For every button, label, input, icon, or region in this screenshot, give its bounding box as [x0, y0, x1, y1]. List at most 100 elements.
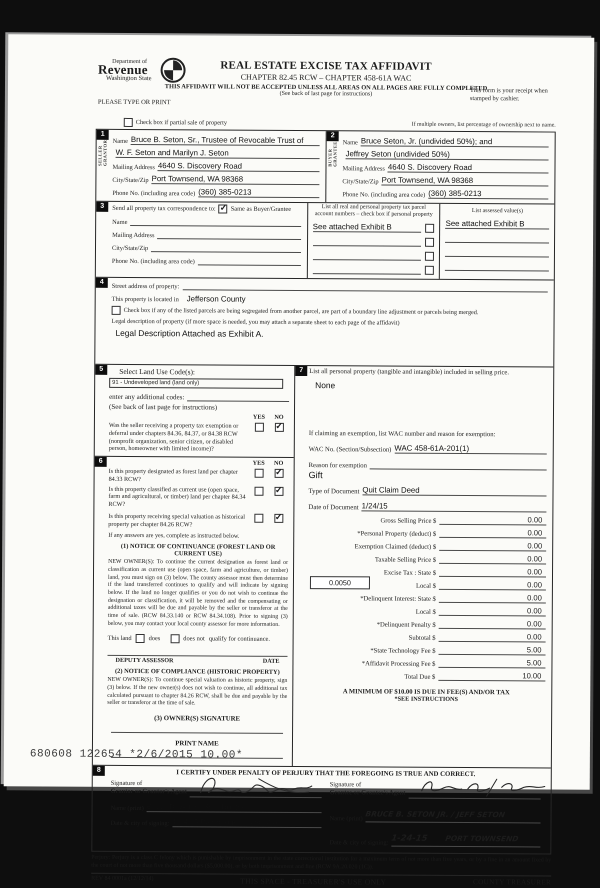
forest-yes-checkbox	[254, 468, 264, 478]
assessed-value-header: List assessed value(s)	[471, 208, 523, 215]
money-label: *Personal Property (deduct) $	[357, 530, 437, 538]
current-use-question: Is this property classified as current u…	[108, 485, 246, 509]
legal-description-value: Legal Description Attached as Exhibit A.	[115, 328, 264, 339]
segregated-checkbox	[111, 306, 121, 316]
section-tax-correspondence: 3 Send all property tax correspondence t…	[95, 200, 555, 280]
money-label: Exemption Claimed (deduct) $	[354, 543, 437, 551]
section-3-marker: 3	[96, 201, 109, 212]
section-land-use: 5 Select Land Use Code(s): 91 - Undevelo…	[95, 364, 295, 457]
grantor-signature-block: Signature of Grantor or Grantor's Agent …	[106, 777, 325, 846]
money-value: 5.00	[438, 657, 546, 669]
money-label: *Delinquent Interest: State $	[360, 595, 436, 603]
grantor-city-label: City/State/Zip	[112, 176, 149, 185]
dor-logo-state: Washington State	[106, 74, 152, 83]
assessed-value: See attached Exhibit B	[445, 218, 550, 230]
current-use-no-checkbox checked-checkbox-icon	[273, 486, 284, 496]
money-value: 0.00	[439, 527, 547, 539]
exemption-yes-checkbox	[254, 422, 264, 432]
money-value: 0.00	[439, 540, 547, 552]
section-7-marker: 7	[295, 366, 308, 377]
grantee-name-value-2: Jeffrey Seton (undivided 50%)	[345, 149, 549, 161]
wac-label: WAC No. (Section/Subsection)	[308, 445, 392, 454]
grantee-city-label: City/State/Zip	[342, 178, 379, 186]
doc-date-label: Date of Document	[308, 503, 359, 512]
section-personal-property: 7 List all personal property (tangible a…	[293, 366, 553, 768]
section-1-marker: 1	[96, 129, 109, 140]
money-value: 10.00	[438, 670, 546, 682]
county-treasurer-label: COUNTY TREASURER	[473, 877, 552, 887]
grantee-date-value: 1-24-15	[390, 832, 429, 843]
money-value: 0.00	[438, 618, 546, 630]
notice-continuance-title: (1) NOTICE OF CONTINUANCE (FOREST LAND O…	[120, 543, 276, 558]
reason-label: Reason for exemption	[308, 461, 367, 470]
money-value: 0.00	[438, 579, 546, 591]
section-8-marker: 8	[92, 765, 105, 776]
money-label: *Delinquent Penalty $	[376, 621, 436, 629]
treasurer-space-label: THIS SPACE - TREASURER'S USE ONLY	[240, 876, 387, 887]
notice-continuance-text: NEW OWNER(S): To continue the current de…	[107, 559, 289, 628]
grantee-sig-label-2: Grantee or Grantee's Agent	[329, 789, 406, 798]
see-back-note: (See back of last page for instructions)	[109, 402, 218, 412]
grantor-phone-value: (360) 385-0213	[198, 187, 320, 199]
exemption-note: If claiming an exemption, list WAC numbe…	[308, 429, 496, 438]
buyer-grantee-side-label: BUYER GRANTEE	[327, 141, 338, 167]
type-or-print-note: PLEASE TYPE OR PRINT	[97, 98, 171, 107]
grantee-name-label: Name	[342, 139, 358, 147]
grantor-name-label: Name	[112, 137, 128, 145]
grantee-address-value: 4640 S. Discovery Road	[387, 162, 549, 174]
grantee-print-name-value: BRUCE B. SETON JR. / JEFF SETON	[365, 809, 506, 820]
grantee-name-value: Bruce Seton, Jr. (undivided 50%); and	[360, 136, 549, 148]
grantor-address-label: Mailing Address	[112, 163, 155, 172]
additional-codes-label: enter any additional codes:	[109, 392, 185, 402]
money-label: Total Due $	[404, 673, 436, 681]
cashier-stamp: 680608 122654 *2/6/2015 10.00*	[29, 748, 243, 762]
forest-no-checkbox checked-checkbox-icon	[274, 469, 284, 479]
money-value: 0.00	[438, 631, 546, 643]
money-label: Local $	[415, 608, 436, 616]
personal-property-checkbox	[425, 237, 435, 247]
section-land-designation: 6 YES NO Is this property designated as …	[92, 455, 294, 767]
wac-value: WAC 458-61A-201(1)	[394, 443, 547, 455]
qualify-label: qualify for continuance.	[208, 635, 271, 644]
corr-address-label: Mailing Address	[112, 231, 155, 240]
local-rate-box: 0.0050	[309, 575, 370, 590]
grantee-date-city-label: Date & city of signing:	[329, 838, 389, 847]
grantor-print-name-value: Bruce B. Seton, Sr. - Trustee	[146, 801, 322, 813]
section-certification: 8 I CERTIFY UNDER PENALTY OF PERJURY THA…	[92, 764, 551, 854]
land-does-checkbox	[135, 634, 145, 644]
money-label: *Affidavit Processing Fee $	[361, 660, 436, 668]
section-4-marker: 4	[95, 277, 108, 288]
section-property-location: 4 Street address of property: This prope…	[95, 276, 554, 367]
grantee-address-label: Mailing Address	[342, 165, 385, 173]
reason-value: Gift	[308, 469, 323, 480]
deputy-assessor-label: DEPUTY ASSESSOR	[115, 657, 174, 665]
grantee-phone-value: (360) 385-0213	[428, 188, 549, 200]
corr-name-label: Name	[112, 218, 128, 226]
corr-city-label: City/State/Zip	[111, 244, 149, 253]
no-column-header: NO	[274, 460, 284, 468]
grantor-address-value: 4640 S. Discovery Road	[157, 161, 320, 173]
personal-property-label: List all personal property (tangible and…	[309, 368, 510, 377]
no-column-header: NO	[274, 414, 284, 422]
notice-compliance-text: NEW OWNER(S): To continue special valuat…	[107, 677, 288, 707]
historic-yes-checkbox	[253, 513, 263, 523]
money-label: Taxable Selling Price $	[374, 556, 437, 564]
parcel-numbers-header: List all real and personal property tax …	[314, 204, 433, 218]
grantor-city-value: Port Townsend, WA 98368	[151, 174, 320, 186]
money-value: 0.00	[439, 514, 547, 526]
date-label: DATE	[262, 658, 280, 666]
parcel-value: See attached Exhibit B	[312, 222, 422, 233]
revenue-swirl-icon	[160, 57, 186, 83]
send-correspondence-label: Send all property tax correspondence to:	[112, 204, 216, 213]
grantee-sig-label-1: Signature of	[329, 781, 362, 789]
money-label: *State Technology Fee $	[370, 647, 436, 655]
historic-no-checkbox checked-checkbox-icon	[273, 513, 283, 523]
grantee-city-value: Port Townsend, WA 98368	[381, 175, 549, 187]
money-value: 0.00	[438, 605, 546, 617]
money-value: 0.00	[438, 566, 547, 578]
form-header: Department of Revenue Washington State R…	[96, 57, 556, 120]
grantee-signature-icon	[421, 778, 546, 797]
if-yes-note: If any answers are yes, complete as inst…	[108, 532, 240, 541]
grantee-city-value: PORT TOWNSEND	[444, 833, 520, 844]
perjury-statement: Perjury: Perjury is a class C felony whi…	[91, 854, 552, 877]
